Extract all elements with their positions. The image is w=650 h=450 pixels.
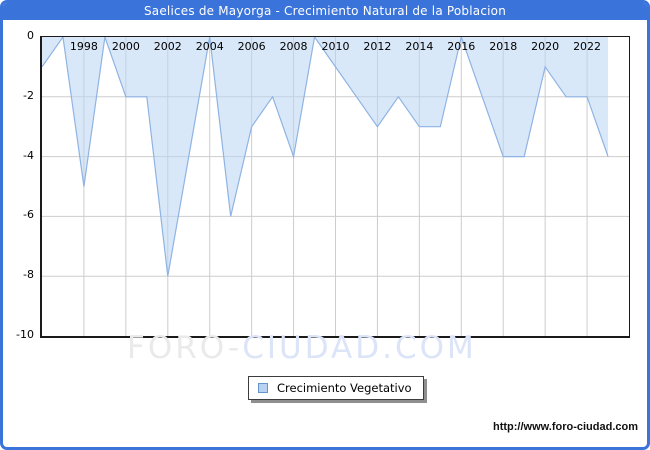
legend-swatch-icon — [258, 383, 268, 393]
legend: Crecimiento Vegetativo — [248, 376, 424, 400]
series-line — [42, 37, 609, 277]
chart-content: 0 -2 -4 -6 -8 -10 1998 2000 2002 2004 2006 2008 201… — [3, 20, 647, 447]
y-tick-label: 0 — [27, 29, 34, 42]
y-tick-label: -6 — [23, 208, 34, 222]
y-tick-label: -10 — [16, 328, 34, 341]
legend-label: Crecimiento Vegetativo — [277, 381, 412, 395]
y-tick-label: -4 — [23, 148, 34, 162]
title-bar: Saelices de Mayorga - Crecimiento Natura… — [3, 3, 647, 20]
page-title: Saelices de Mayorga - Crecimiento Natura… — [143, 4, 507, 18]
area-chart — [42, 37, 629, 336]
y-tick-label: -8 — [23, 268, 34, 282]
area-fill — [42, 37, 609, 277]
footer-url: http://www.foro-ciudad.com — [492, 421, 638, 433]
y-tick-label: -2 — [23, 88, 34, 102]
plot-area: 1998 2000 2002 2004 2006 2008 2010 2012 2014 2016… — [40, 36, 630, 338]
